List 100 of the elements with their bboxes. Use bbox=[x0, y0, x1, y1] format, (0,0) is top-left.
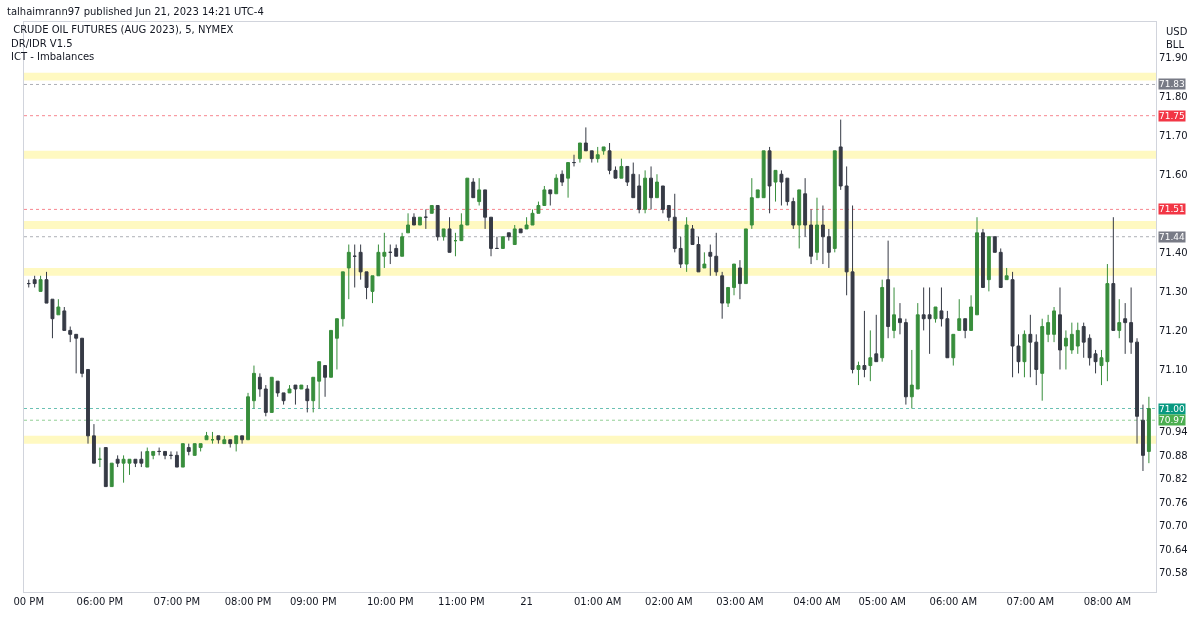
candlestick bbox=[1034, 333, 1039, 386]
y-tick-label: 70.94 bbox=[1159, 426, 1188, 438]
candlestick bbox=[548, 189, 553, 206]
candlestick bbox=[1117, 298, 1122, 339]
candlestick bbox=[228, 439, 233, 449]
candlestick bbox=[809, 208, 814, 265]
candlestick bbox=[826, 228, 831, 269]
candlestick bbox=[186, 443, 191, 456]
candlestick bbox=[684, 216, 689, 273]
candlestick bbox=[720, 271, 725, 320]
candlestick bbox=[589, 150, 594, 164]
candlestick bbox=[388, 244, 393, 265]
candlestick bbox=[732, 263, 736, 296]
candlestick bbox=[192, 443, 197, 456]
candlestick bbox=[678, 236, 683, 269]
x-tick-label: 01:00 AM bbox=[573, 596, 622, 607]
candlestick bbox=[761, 150, 766, 199]
candlestick bbox=[992, 236, 997, 253]
candlestick bbox=[406, 212, 410, 234]
candlestick bbox=[86, 368, 90, 445]
x-tick-label: 21 bbox=[520, 596, 533, 607]
candlestick bbox=[151, 450, 156, 460]
chart-title: CRUDE OIL FUTURES (AUG 2023), 5, NYMEX bbox=[13, 23, 234, 35]
y-tick-label: 71.80 bbox=[1159, 90, 1188, 102]
candlestick bbox=[216, 435, 221, 445]
candlestick bbox=[862, 310, 867, 378]
candlestick bbox=[572, 154, 576, 167]
candlestick bbox=[797, 189, 802, 249]
annotation: ICT - Imbalances bbox=[11, 51, 95, 62]
candlestick bbox=[74, 333, 79, 374]
candlestick bbox=[737, 259, 742, 300]
candlestick bbox=[394, 244, 399, 257]
candlestick bbox=[234, 435, 239, 452]
candlestick bbox=[145, 447, 150, 468]
candlestick bbox=[975, 216, 979, 316]
candlestick bbox=[577, 142, 582, 164]
candlestick bbox=[672, 193, 677, 253]
candlestick bbox=[927, 286, 932, 355]
candlestick bbox=[400, 232, 405, 257]
x-tick-label: 06:00 PM bbox=[76, 596, 124, 607]
candlestick bbox=[483, 189, 488, 230]
x-tick-label: 04:00 AM bbox=[793, 596, 841, 607]
candlestick bbox=[815, 197, 819, 261]
x-tick-label: 05:00 AM bbox=[858, 596, 906, 607]
candlestick bbox=[838, 119, 843, 191]
candlestick bbox=[299, 384, 304, 390]
candlestick bbox=[554, 173, 559, 195]
candlestick bbox=[767, 146, 772, 214]
candlestick bbox=[246, 392, 250, 441]
candlestick bbox=[1063, 329, 1068, 370]
candlestick bbox=[637, 173, 642, 214]
ref-line-label: 70.97 bbox=[1159, 415, 1185, 425]
candlestick bbox=[174, 450, 179, 468]
candlestick bbox=[252, 365, 256, 410]
candlestick bbox=[352, 244, 357, 288]
candlestick bbox=[56, 298, 61, 316]
candlestick bbox=[714, 232, 719, 277]
candlestick bbox=[595, 146, 600, 164]
candlestick bbox=[495, 236, 499, 249]
x-tick-label: 06:00 AM bbox=[929, 596, 978, 607]
candlestick bbox=[518, 228, 523, 234]
candlestick bbox=[903, 318, 908, 406]
candlestick bbox=[163, 450, 168, 460]
candlestick bbox=[566, 162, 571, 199]
candlestick bbox=[583, 126, 588, 152]
candlestick bbox=[951, 333, 956, 367]
y-tick-label: 70.64 bbox=[1159, 543, 1188, 555]
y-tick-label: 71.30 bbox=[1159, 285, 1188, 297]
candlestick bbox=[933, 306, 938, 324]
candlestick bbox=[180, 443, 185, 468]
y-tick-label: 71.90 bbox=[1159, 51, 1188, 63]
candlestick bbox=[32, 275, 37, 288]
candlestick bbox=[1146, 396, 1151, 464]
candlestick bbox=[726, 286, 731, 308]
candlestick bbox=[743, 228, 748, 285]
candlestick bbox=[619, 158, 624, 179]
text: USD bbox=[1166, 26, 1188, 37]
candlestick bbox=[898, 302, 902, 335]
candlestick bbox=[1069, 322, 1074, 355]
candlestick bbox=[921, 286, 926, 331]
candlestick bbox=[269, 376, 274, 413]
candlestick bbox=[471, 177, 476, 199]
candlestick bbox=[986, 236, 991, 292]
candlestick bbox=[512, 224, 517, 246]
candlestick bbox=[1046, 314, 1051, 343]
candlestick bbox=[643, 169, 648, 214]
candlestick bbox=[909, 349, 914, 410]
candlestick bbox=[109, 462, 114, 488]
y-tick-label: 70.88 bbox=[1159, 449, 1188, 461]
y-tick-label: 70.70 bbox=[1159, 520, 1188, 532]
candlestick bbox=[489, 216, 493, 257]
candlestick bbox=[441, 228, 446, 242]
x-tick-label: 09:00 PM bbox=[289, 596, 337, 607]
candlestick bbox=[97, 447, 102, 468]
y-tick-label: 70.76 bbox=[1159, 496, 1188, 508]
candlestick bbox=[868, 329, 873, 382]
candlestick bbox=[329, 329, 333, 378]
candlestick bbox=[980, 228, 985, 288]
candlestick bbox=[874, 314, 879, 363]
candlestick bbox=[62, 306, 67, 331]
